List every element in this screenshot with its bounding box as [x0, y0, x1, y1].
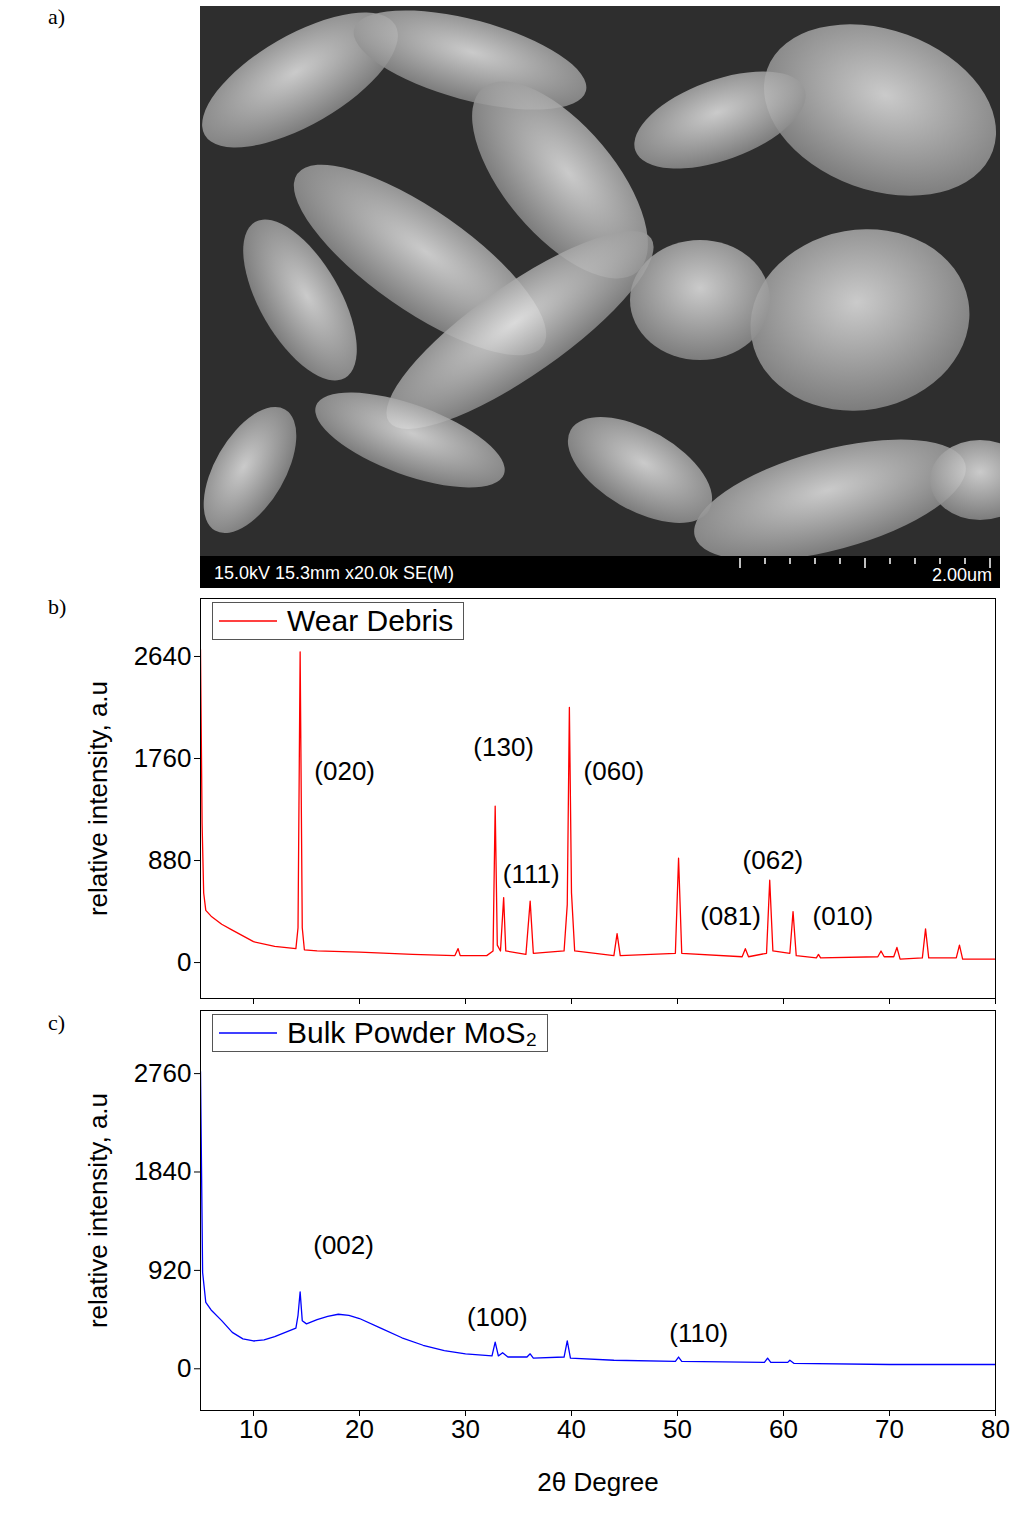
- svg-text:(002): (002): [313, 1230, 374, 1260]
- svg-text:20: 20: [345, 1414, 374, 1444]
- svg-text:2760: 2760: [134, 1058, 192, 1088]
- html-text:c): c): [48, 1010, 66, 1035]
- svg-text:0: 0: [177, 947, 191, 977]
- svg-text:30: 30: [451, 1414, 480, 1444]
- svg-text:880: 880: [148, 845, 191, 875]
- svg-text:(010): (010): [813, 901, 874, 931]
- svg-text:920: 920: [148, 1255, 191, 1285]
- svg-text:(110): (110): [669, 1318, 728, 1348]
- svg-text:1760: 1760: [134, 743, 192, 773]
- svg-text:relative intensity, a.u: relative intensity, a.u: [83, 1093, 113, 1328]
- svg-text:(111): (111): [503, 859, 560, 889]
- svg-text:0: 0: [177, 1353, 191, 1383]
- svg-text:(081): (081): [700, 901, 761, 931]
- svg-text:10: 10: [239, 1414, 268, 1444]
- svg-text:2θ Degree: 2θ Degree: [537, 1467, 658, 1497]
- svg-text:1840: 1840: [134, 1156, 192, 1186]
- svg-text:50: 50: [663, 1414, 692, 1444]
- svg-text:(020): (020): [314, 756, 375, 786]
- svg-text:70: 70: [875, 1414, 904, 1444]
- svg-text:(060): (060): [584, 756, 645, 786]
- html-text:b): b): [48, 594, 67, 619]
- html-text:a): a): [48, 4, 66, 29]
- svg-text:(130): (130): [473, 732, 534, 762]
- svg-text:60: 60: [769, 1414, 798, 1444]
- svg-text:(062): (062): [743, 845, 804, 875]
- svg-text:relative intensity, a.u: relative intensity, a.u: [83, 681, 113, 916]
- svg-text:2640: 2640: [134, 641, 192, 671]
- html-text:Wear Debris: Wear Debris: [287, 604, 454, 637]
- html-text:Bulk Powder MoS₂: Bulk Powder MoS₂: [287, 1016, 538, 1049]
- svg-text:80: 80: [981, 1414, 1010, 1444]
- svg-text:2.00um: 2.00um: [932, 565, 992, 585]
- svg-text:15.0kV 15.3mm x20.0k SE(M): 15.0kV 15.3mm x20.0k SE(M): [214, 563, 454, 583]
- svg-text:(100): (100): [467, 1302, 528, 1332]
- svg-text:40: 40: [557, 1414, 586, 1444]
